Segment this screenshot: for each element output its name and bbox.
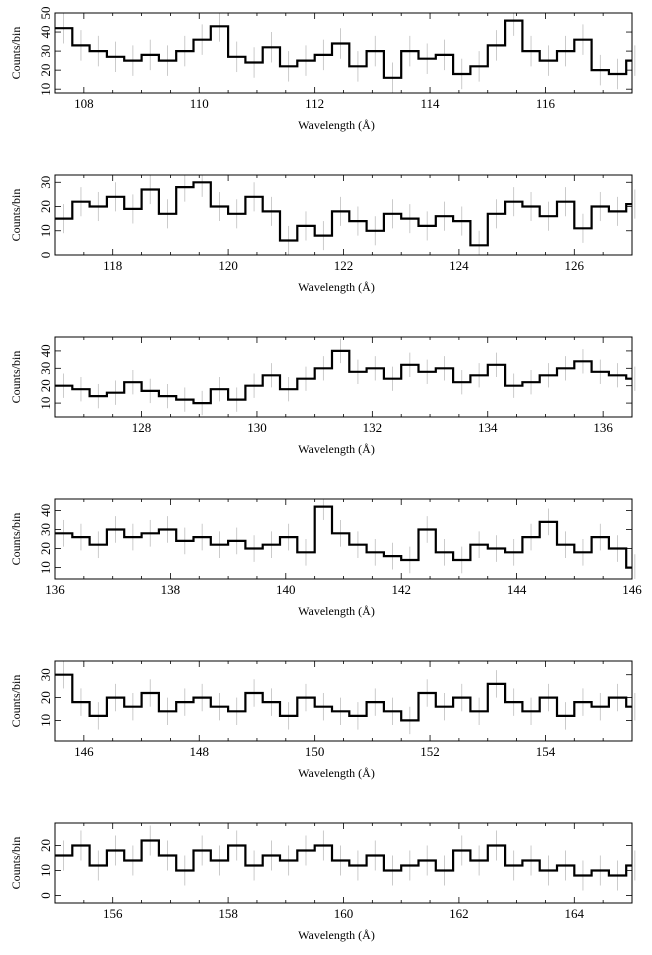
x-tick-label: 152 <box>420 744 440 759</box>
x-tick-label: 114 <box>421 96 441 111</box>
x-tick-label: 146 <box>74 744 94 759</box>
x-tick-label: 146 <box>622 582 642 597</box>
y-tick-label: 20 <box>38 542 53 555</box>
y-axis-label: Counts/bin <box>9 189 23 242</box>
plot-frame <box>54 174 633 256</box>
y-tick-label: 10 <box>38 561 53 574</box>
plot-frame <box>54 336 633 418</box>
x-tick-label: 124 <box>449 258 469 273</box>
y-tick-label: 40 <box>38 504 53 517</box>
y-axis-label: Counts/bin <box>9 27 23 80</box>
x-tick-label: 120 <box>218 258 238 273</box>
x-axis-label: Wavelength (Å) <box>298 118 375 132</box>
y-tick-label: 30 <box>38 176 53 189</box>
x-tick-label: 144 <box>507 582 527 597</box>
x-tick-label: 132 <box>363 420 383 435</box>
y-tick-label: 20 <box>38 64 53 77</box>
x-tick-label: 128 <box>132 420 152 435</box>
x-tick-label: 164 <box>565 906 585 921</box>
x-axis-label: Wavelength (Å) <box>298 928 375 942</box>
y-tick-label: 50 <box>38 7 53 20</box>
panel-5: 146 148 150 152 154 10 20 30 Counts/bin Wavelengt… <box>9 660 636 780</box>
panel-3: 128 130 132 134 136 10 20 30 40 Counts/bin Wavelen… <box>9 336 636 456</box>
y-tick-label: 40 <box>38 26 53 39</box>
x-tick-label: 156 <box>103 906 123 921</box>
x-tick-label: 112 <box>305 96 324 111</box>
x-tick-label: 116 <box>536 96 556 111</box>
y-tick-label: 30 <box>38 523 53 536</box>
x-axis-label: Wavelength (Å) <box>298 766 375 780</box>
y-axis-label: Counts/bin <box>9 837 23 890</box>
x-tick-label: 154 <box>536 744 556 759</box>
x-tick-label: 136 <box>45 582 65 597</box>
panel-6: 156 158 160 162 164 0 10 20 Counts/bin Wavelength… <box>9 822 636 942</box>
y-tick-label: 20 <box>38 691 53 704</box>
x-tick-label: 126 <box>565 258 585 273</box>
spectrum-line <box>55 505 632 569</box>
x-tick-label: 110 <box>190 96 209 111</box>
x-tick-label: 148 <box>190 744 210 759</box>
x-tick-label: 158 <box>218 906 238 921</box>
plot-frame <box>54 498 633 580</box>
plot-frame <box>54 822 633 904</box>
spectrum-line <box>55 181 632 247</box>
panel-4: 136 138 140 142 144 146 10 20 30 40 Counts/bin Wave… <box>9 498 642 618</box>
spectrum-line <box>55 839 632 877</box>
y-tick-label: 40 <box>38 344 53 357</box>
y-tick-label: 10 <box>38 224 53 237</box>
x-tick-label: 160 <box>334 906 354 921</box>
y-axis-label: Counts/bin <box>9 675 23 728</box>
y-tick-label: 30 <box>38 668 53 681</box>
y-tick-label: 20 <box>38 839 53 852</box>
plot-frame <box>54 12 633 94</box>
x-axis-label: Wavelength (Å) <box>298 604 375 618</box>
x-tick-label: 142 <box>391 582 411 597</box>
x-tick-label: 134 <box>478 420 498 435</box>
y-axis-label: Counts/bin <box>9 351 23 404</box>
y-tick-label: 0 <box>38 252 53 259</box>
y-tick-label: 10 <box>38 864 53 877</box>
y-tick-label: 30 <box>38 45 53 58</box>
y-tick-label: 10 <box>38 83 53 96</box>
x-tick-label: 150 <box>305 744 325 759</box>
spectrum-line <box>55 673 632 722</box>
panel-2: 118 120 122 124 126 0 10 20 30 Counts/bin Waveleng… <box>9 174 636 294</box>
x-tick-label: 136 <box>593 420 613 435</box>
y-axis-label: Counts/bin <box>9 513 23 566</box>
y-tick-label: 30 <box>38 362 53 375</box>
y-tick-label: 10 <box>38 714 53 727</box>
x-tick-label: 118 <box>103 258 122 273</box>
x-axis-label: Wavelength (Å) <box>298 442 375 456</box>
y-tick-label: 20 <box>38 379 53 392</box>
x-tick-label: 108 <box>74 96 94 111</box>
x-tick-label: 138 <box>161 582 181 597</box>
y-tick-label: 20 <box>38 200 53 213</box>
spectrum-line <box>55 349 632 405</box>
x-tick-label: 122 <box>334 258 354 273</box>
x-tick-label: 130 <box>247 420 267 435</box>
x-axis-label: Wavelength (Å) <box>298 280 375 294</box>
x-tick-label: 162 <box>449 906 469 921</box>
panel-1: 108 110 112 114 116 10 20 30 40 50 Counts/bin Wavel… <box>9 7 636 132</box>
spectrum-line <box>55 19 632 79</box>
y-tick-label: 0 <box>38 892 53 899</box>
y-tick-label: 10 <box>38 397 53 410</box>
x-tick-label: 140 <box>276 582 296 597</box>
